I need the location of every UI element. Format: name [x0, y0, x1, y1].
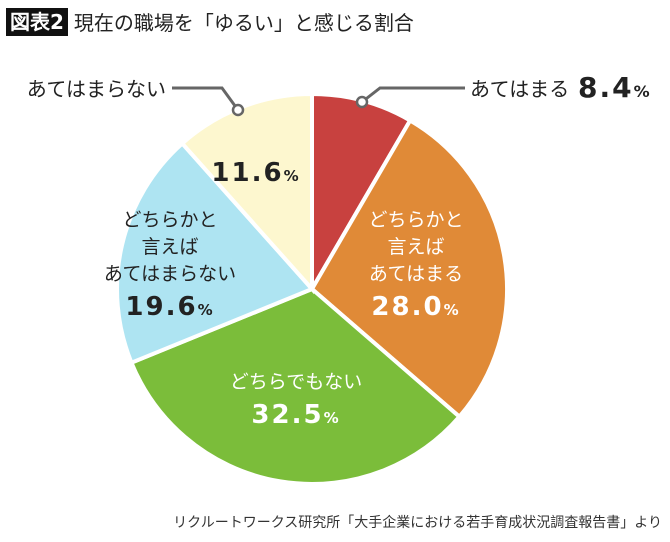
leader-line: [361, 86, 465, 104]
pie-slice: [309, 117, 509, 420]
slice-value: 8.4%: [578, 71, 652, 104]
slice-label: あてはまる: [470, 77, 569, 101]
slice-value: 28.0%: [371, 292, 460, 322]
source-note: リクルートワークス研究所「大手企業における若手育成状況調査報告書」より: [173, 515, 662, 531]
slice-label: どちらかと: [122, 209, 217, 231]
slice-label: あてはまらない: [27, 77, 166, 101]
slice-label: あてはまる: [369, 263, 463, 285]
figure-badge: 図表2: [6, 7, 68, 36]
slice-label: 言えば: [387, 236, 444, 258]
slice-value: 19.6%: [125, 292, 214, 322]
pie-slice: [115, 140, 316, 366]
chart-header: 図表2 現在の職場を「ゆるい」と感じる割合: [6, 7, 414, 36]
slice-label: どちらかと: [368, 209, 463, 231]
slice-label: どちらでもない: [230, 371, 362, 393]
leader-dot: [355, 95, 369, 109]
slice-label: あてはまらない: [104, 263, 236, 285]
leader-dot: [231, 103, 245, 117]
pie-slice: [128, 286, 463, 486]
slice-label: 言えば: [141, 236, 198, 258]
leader-line: [172, 86, 240, 111]
chart-title: 現在の職場を「ゆるい」と感じる割合: [73, 11, 414, 35]
